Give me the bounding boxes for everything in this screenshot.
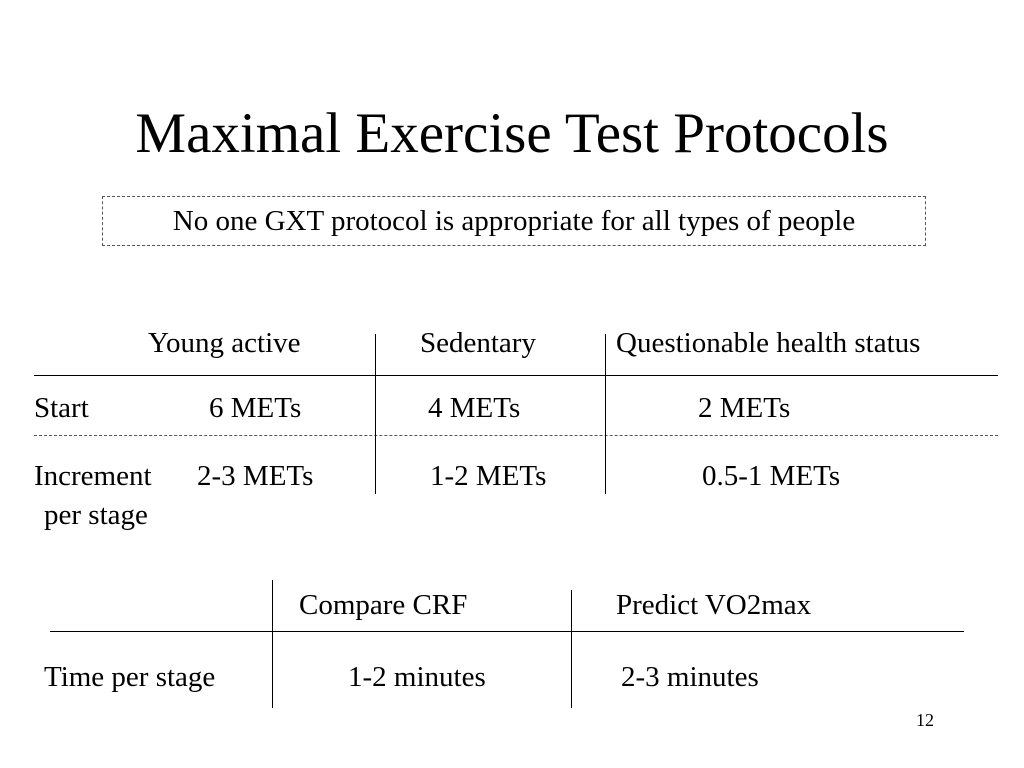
table-row-divider bbox=[34, 435, 998, 436]
table-header-divider bbox=[34, 375, 998, 376]
slide-title: Maximal Exercise Test Protocols bbox=[135, 102, 889, 165]
column-separator bbox=[605, 334, 606, 494]
increment-questionable-health: 0.5-1 METs bbox=[702, 460, 841, 492]
start-questionable-health: 2 METs bbox=[698, 392, 791, 424]
column-header-young-active: Young active bbox=[148, 327, 301, 359]
time-compare-crf: 1-2 minutes bbox=[348, 661, 486, 693]
column-header-compare-crf: Compare CRF bbox=[299, 589, 468, 621]
column-separator bbox=[571, 590, 572, 708]
column-header-predict-vo2max: Predict VO2max bbox=[616, 589, 812, 621]
column-header-questionable-health: Questionable health status bbox=[616, 327, 921, 359]
column-separator bbox=[272, 580, 273, 708]
row-label-per-stage: per stage bbox=[44, 499, 148, 531]
row-label-increment: Increment bbox=[34, 460, 152, 492]
row-label-time-per-stage: Time per stage bbox=[44, 661, 216, 693]
column-header-sedentary: Sedentary bbox=[420, 327, 536, 359]
start-sedentary: 4 METs bbox=[428, 392, 521, 424]
column-separator bbox=[375, 334, 376, 494]
page-number: 12 bbox=[916, 710, 934, 730]
time-predict-vo2max: 2-3 minutes bbox=[621, 661, 759, 693]
row-label-start: Start bbox=[34, 392, 89, 424]
start-young-active: 6 METs bbox=[209, 392, 302, 424]
table2-header-divider bbox=[50, 631, 964, 632]
subtitle-box: No one GXT protocol is appropriate for a… bbox=[102, 196, 926, 246]
increment-young-active: 2-3 METs bbox=[197, 460, 314, 492]
increment-sedentary: 1-2 METs bbox=[430, 460, 547, 492]
